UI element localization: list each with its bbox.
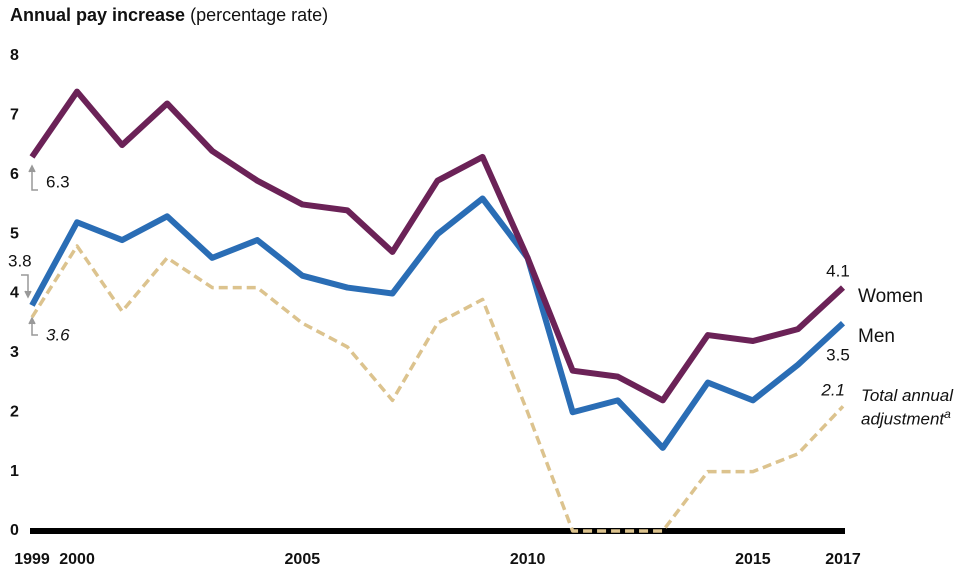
y-tick-label: 6 xyxy=(10,166,19,183)
y-tick-label: 8 xyxy=(10,47,19,64)
title: Annual pay increase xyxy=(10,5,185,25)
data-label: 3.5 xyxy=(826,345,850,364)
data-label: 3.8 xyxy=(8,251,32,270)
y-tick-label: 0 xyxy=(10,522,19,539)
subtitle: (percentage rate) xyxy=(190,5,328,25)
series-name: Total annual adjustment xyxy=(861,386,954,429)
y-tick-label: 3 xyxy=(10,344,19,361)
arrows xyxy=(21,164,38,336)
legend-label: Women xyxy=(858,286,923,307)
legend-label: Men xyxy=(858,326,895,347)
y-tick-label: 2 xyxy=(10,403,19,420)
x-tick-label: 2005 xyxy=(285,551,321,568)
x-tick-label: 2010 xyxy=(510,551,546,568)
x-tick-label: 2000 xyxy=(59,551,95,568)
y-tick-label: 4 xyxy=(10,285,19,302)
y-tick-label: 5 xyxy=(10,225,19,242)
line xyxy=(29,195,846,451)
legend-label: Total annual adjustmenta xyxy=(861,386,976,429)
data-label: 4.1 xyxy=(826,261,850,280)
x-tick-label: 2015 xyxy=(735,551,771,568)
data-label: 3.6 xyxy=(46,325,70,344)
line xyxy=(29,88,846,404)
x-tick-label: 1999 xyxy=(14,551,50,568)
x-tick-label: 2017 xyxy=(825,551,861,568)
data-label: 6.3 xyxy=(46,172,70,191)
footnote-mark: a xyxy=(944,407,951,421)
y-tick-label: 1 xyxy=(10,463,19,480)
chart-title: Annual pay increase (percentage rate) xyxy=(10,5,328,25)
data-label: 2.1 xyxy=(820,380,845,399)
line xyxy=(30,244,845,533)
y-tick-label: 7 xyxy=(10,107,19,124)
